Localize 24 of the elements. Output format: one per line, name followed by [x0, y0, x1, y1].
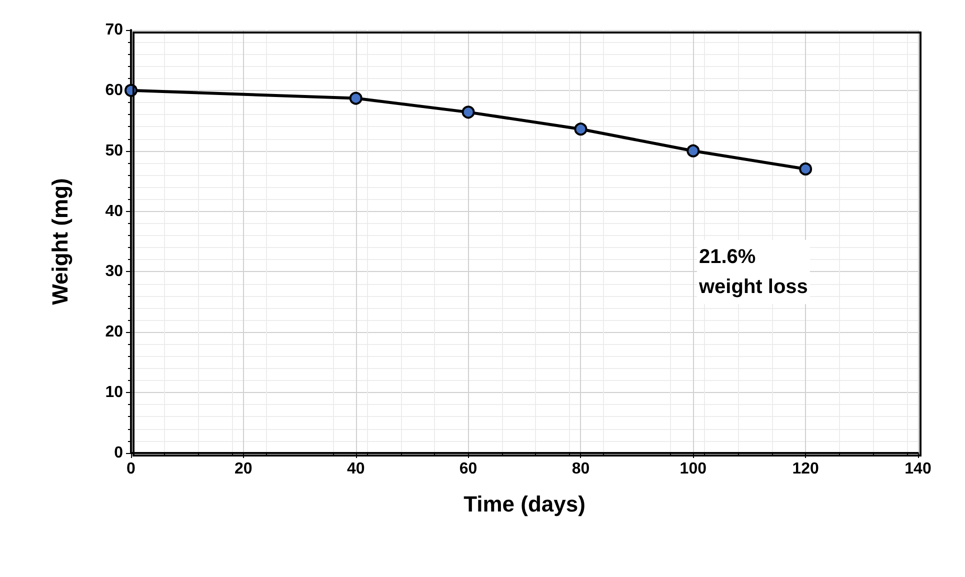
x-tick-label: 100 — [680, 460, 707, 478]
x-tick-label: 0 — [126, 460, 136, 478]
point — [349, 92, 362, 105]
x-tick-label: 80 — [572, 460, 590, 478]
y-tick-label: 50 — [105, 142, 124, 160]
y-tick-label: 40 — [105, 202, 124, 220]
y-tick-label: 10 — [105, 384, 124, 402]
x-tick-label: 140 — [904, 460, 932, 478]
y-tick-label: 0 — [114, 444, 124, 462]
x-tick-label: 120 — [792, 460, 820, 478]
point — [462, 106, 475, 119]
point — [574, 122, 588, 136]
y-tick-label: 30 — [105, 263, 124, 280]
point — [686, 144, 700, 158]
y-tick-label: 60 — [105, 82, 124, 99]
y-tick-label: 20 — [105, 324, 124, 341]
x-tick-label: 60 — [459, 460, 478, 478]
point — [799, 162, 812, 176]
x-axis-title: Time (days) — [464, 492, 586, 516]
x-tick-label: 40 — [346, 460, 365, 478]
x-tick-label: 20 — [234, 460, 252, 478]
y-axis-title: Weight (mg) — [48, 178, 72, 305]
annotation: 21.6% weight loss — [698, 246, 808, 298]
y-tick-label: 70 — [105, 22, 124, 38]
